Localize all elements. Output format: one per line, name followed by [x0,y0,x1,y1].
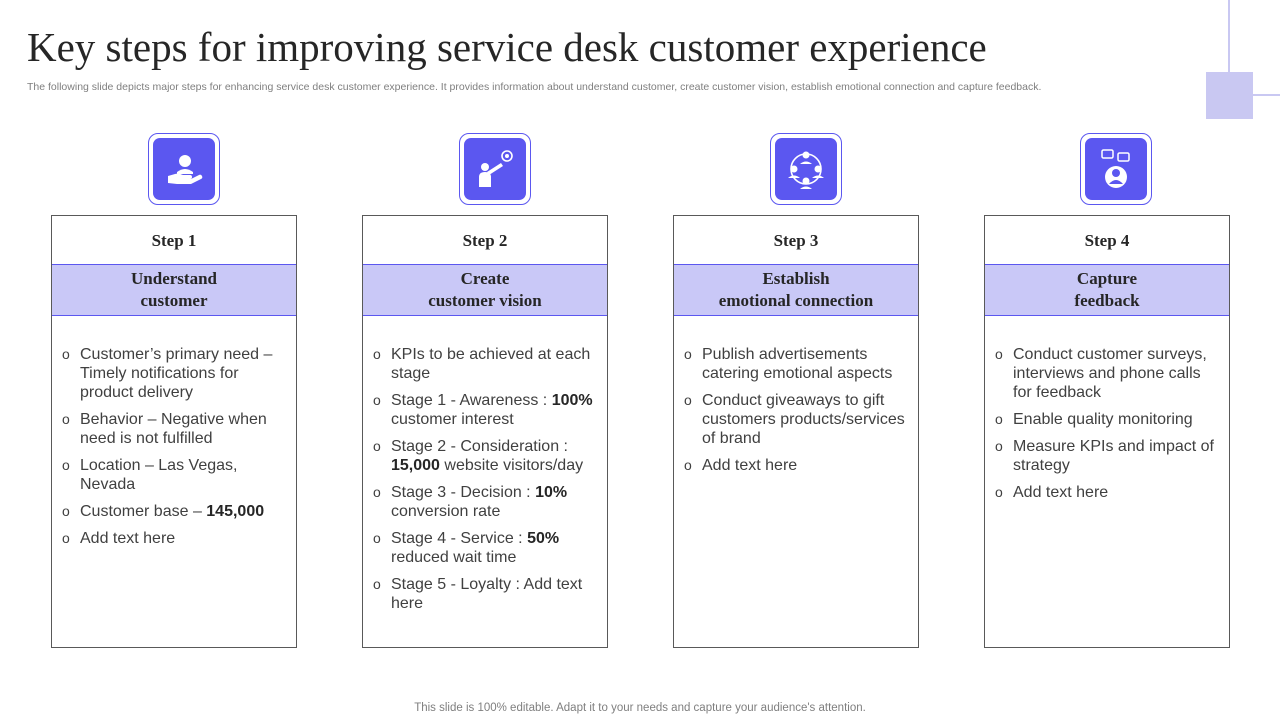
bullet-icon: o [995,411,1003,427]
step-heading: Capture feedback [985,264,1229,316]
feedback-person-icon [1101,149,1130,188]
step-heading: Create customer vision [363,264,607,316]
list-item: o Conduct customer surveys, interviews an… [995,346,1207,401]
step-items: o Publish advertisements catering emotion… [684,345,906,483]
bullet-icon: o [684,346,692,362]
page-subtitle: The following slide depicts major steps … [27,81,1042,93]
step-label: Step 2 [462,231,508,250]
step-items: o Customer’s primary need – Timely notifi… [62,345,284,556]
list-item: o Measure KPIs and impact of strategy [995,438,1214,474]
bullet-icon: o [995,438,1003,454]
step-items: o KPIs to be achieved at each stage o Stag… [373,345,595,621]
list-item: o Stage 2 - Consideration : 15,000 websit… [373,438,584,474]
bullet-icon: o [684,392,692,408]
list-item: o Stage 4 - Service : 50% reduced wait ti… [373,530,560,566]
list-item: o Stage 5 - Loyalty : Add text here [373,576,583,612]
list-item: o Location – Las Vegas, Nevada [62,457,238,493]
step-1-icon-box [148,133,220,205]
bullet-icon: o [373,438,381,454]
bullet-icon: o [373,484,381,500]
step-2-icon-box [459,133,531,205]
list-item: o Publish advertisements catering emotion… [684,346,893,382]
step-3-icon-box [770,133,842,205]
step-heading: Understand customer [52,264,296,316]
step-4-icon-box [1080,133,1152,205]
bullet-icon: o [373,346,381,362]
step-label: Step 4 [1084,231,1130,250]
list-item: o Stage 1 - Awareness : 100% customer int… [373,392,593,428]
list-item: o KPIs to be achieved at each stage [373,346,591,382]
list-item: o Customer’s primary need – Timely notifi… [62,346,273,401]
decorative-line-horizontal [1206,94,1280,96]
bullet-icon: o [62,457,70,473]
step-card-1: Step 1 Understand customer o Customer’s p… [51,215,297,648]
bullet-icon: o [373,392,381,408]
bullet-icon: o [373,530,381,546]
step-card-2: Step 2 Create customer vision o KPIs to b… [362,215,608,648]
step-label: Step 3 [773,231,819,250]
footer-note: This slide is 100% editable. Adapt it to… [414,702,866,714]
bullet-icon: o [62,346,70,362]
list-item: o Add text here [684,457,798,474]
hand-person-icon [168,155,203,184]
list-item: o Add text here [995,484,1109,501]
list-item: o Customer base – 145,000 [62,503,265,520]
list-item: o Enable quality monitoring [995,411,1193,428]
step-items: o Conduct customer surveys, interviews an… [995,345,1217,510]
bullet-icon: o [684,457,692,473]
list-item: o Add text here [62,530,176,547]
people-network-icon [788,151,824,189]
list-item: o Stage 3 - Decision : 10% conversion rat… [373,484,568,520]
list-item: o Behavior – Negative when need is not fu… [62,411,267,447]
bullet-icon: o [62,411,70,427]
bullet-icon: o [995,346,1003,362]
step-label: Step 1 [151,231,197,250]
bullet-icon: o [62,530,70,546]
telescope-target-icon [479,150,513,187]
list-item: o Conduct giveaways to gift customers pro… [684,392,905,447]
bullet-icon: o [62,503,70,519]
bullet-icon: o [995,484,1003,500]
page-title: Key steps for improving service desk cus… [27,24,987,70]
step-card-4: Step 4 Capture feedback o Conduct custome… [984,215,1230,648]
decorative-line-vertical [1228,0,1230,96]
bullet-icon: o [373,576,381,592]
step-heading: Establish emotional connection [674,264,918,316]
